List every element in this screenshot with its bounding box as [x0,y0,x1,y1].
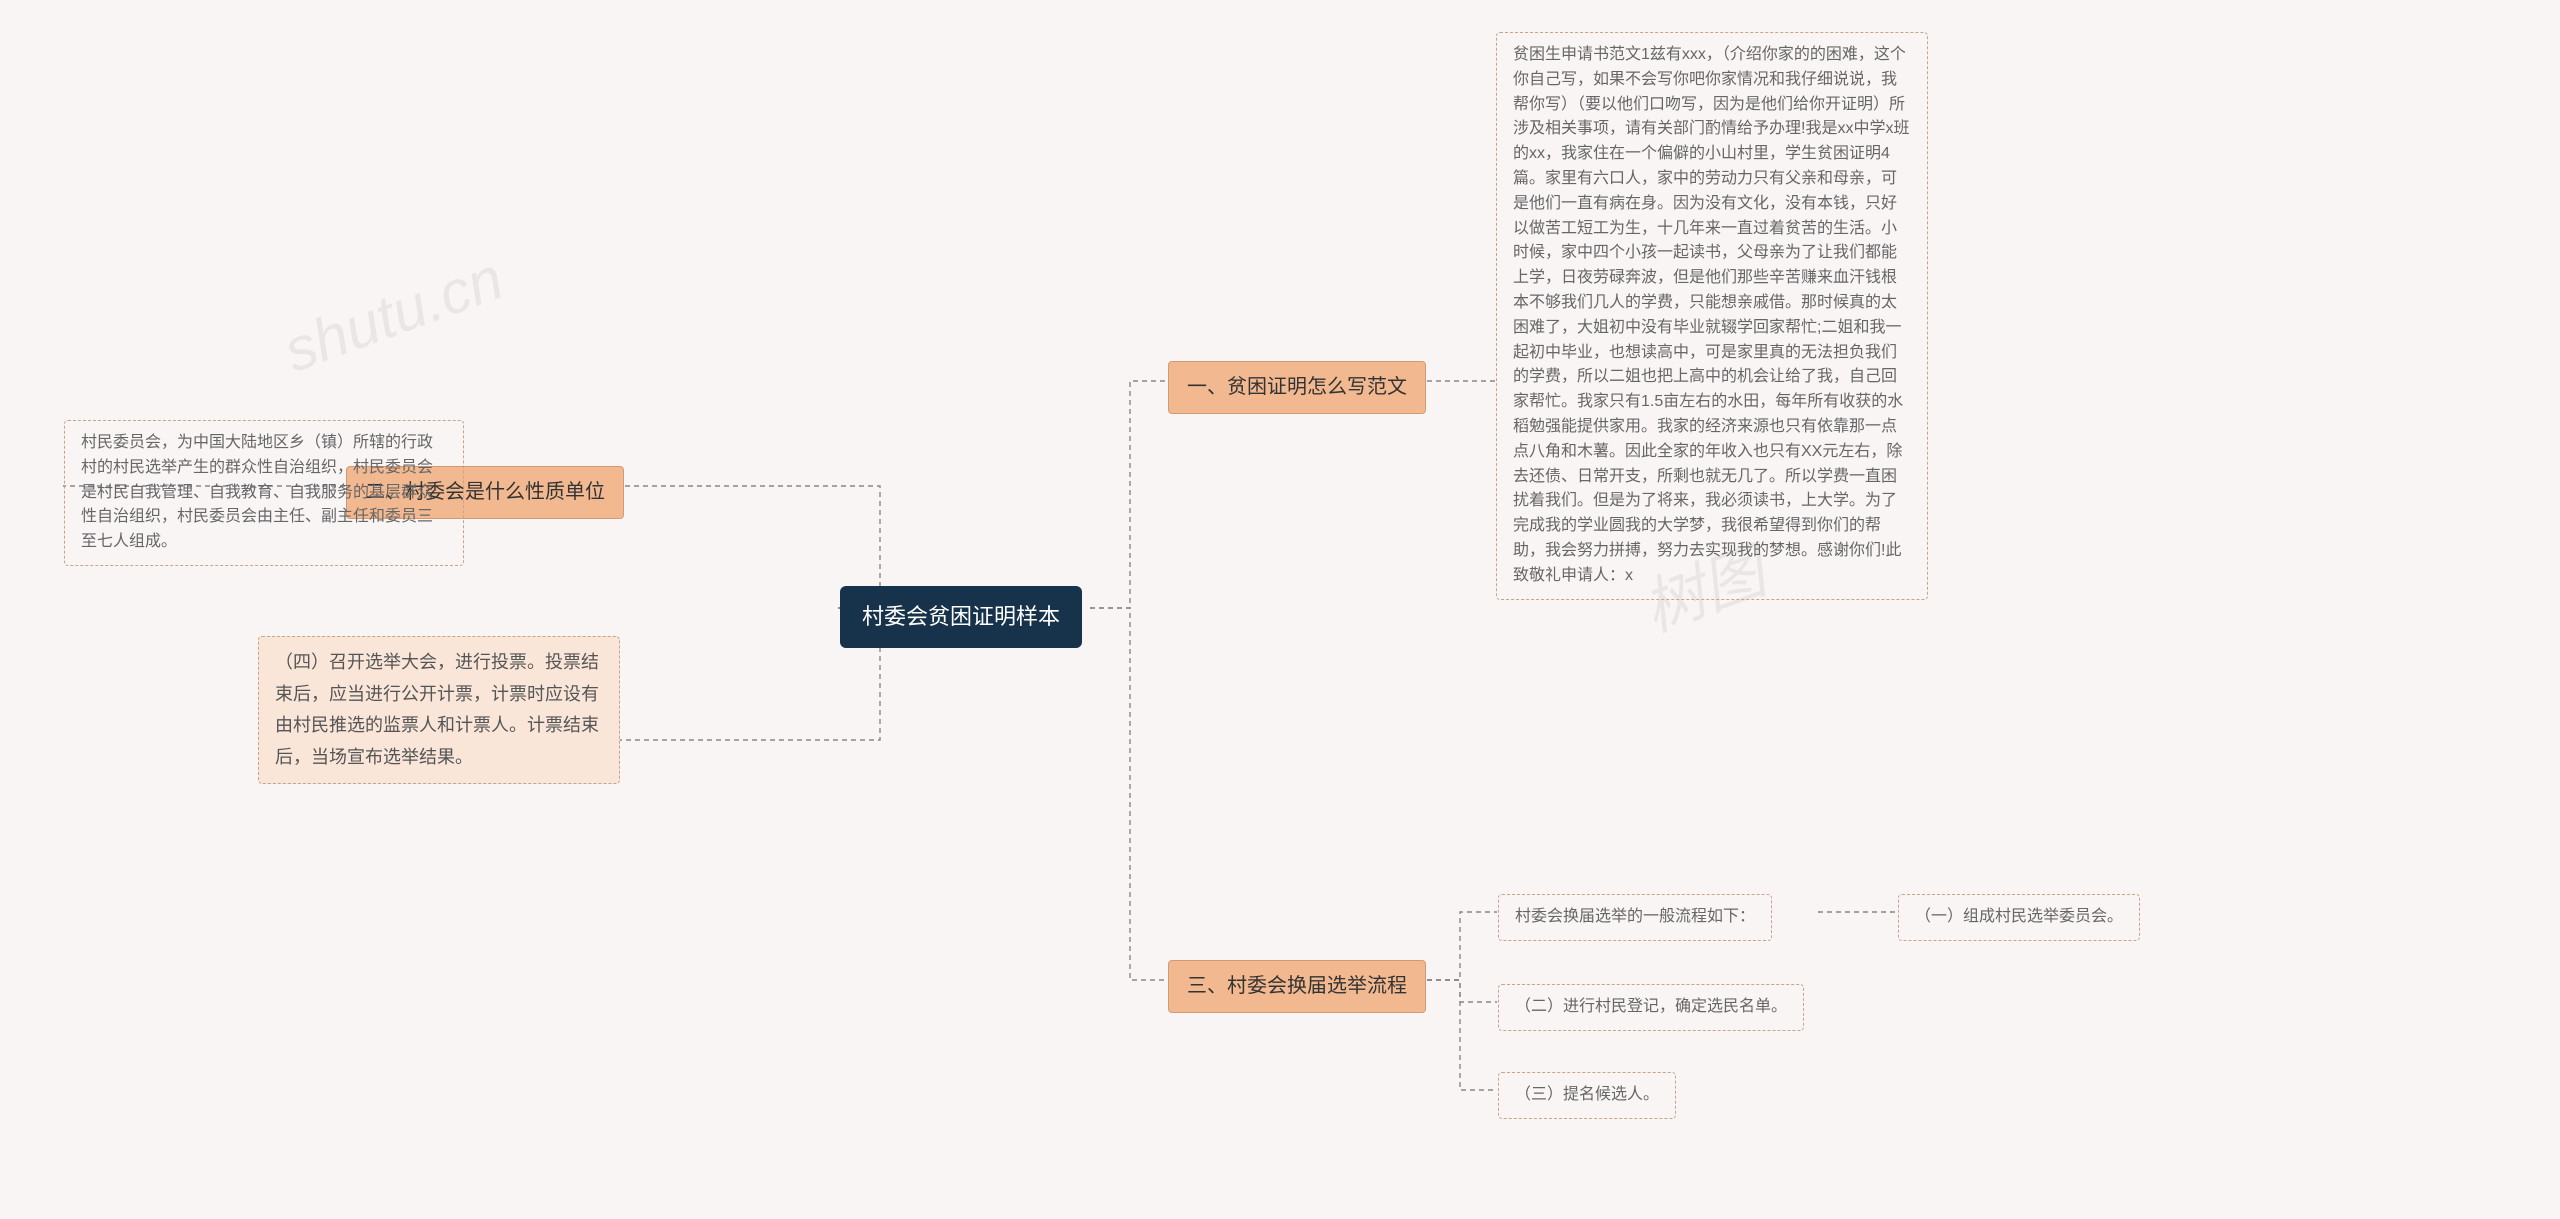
leaf-4-text: （四）召开选举大会，进行投票。投票结束后，应当进行公开计票，计票时应设有由村民推… [275,652,599,767]
leaf-2-text: 村民委员会，为中国大陆地区乡（镇）所辖的行政村的村民选举产生的群众性自治组织，村… [81,434,433,550]
leaf-1: 贫困生申请书范文1兹有xxx，（介绍你家的的困难，这个你自己写，如果不会写你吧你… [1496,32,1928,600]
branch-1-label: 一、贫困证明怎么写范文 [1187,376,1407,398]
leaf-4: （四）召开选举大会，进行投票。投票结束后，应当进行公开计票，计票时应设有由村民推… [258,636,620,784]
leaf-3-1b-text: （一）组成村民选举委员会。 [1915,908,2123,925]
leaf-3-1: 村委会换届选举的一般流程如下： [1498,894,1772,941]
leaf-3-3-text: （三）提名候选人。 [1515,1086,1659,1103]
root-node: 村委会贫困证明样本 [840,586,1082,648]
root-label: 村委会贫困证明样本 [862,604,1060,629]
watermark-shutu: shutu.cn [275,243,512,385]
branch-1: 一、贫困证明怎么写范文 [1168,361,1426,414]
leaf-3-1-text: 村委会换届选举的一般流程如下： [1515,908,1755,925]
connector-lines [0,0,2560,1219]
leaf-2: 村民委员会，为中国大陆地区乡（镇）所辖的行政村的村民选举产生的群众性自治组织，村… [64,420,464,566]
branch-3-label: 三、村委会换届选举流程 [1187,975,1407,997]
leaf-3-2: （二）进行村民登记，确定选民名单。 [1498,984,1804,1031]
leaf-3-3: （三）提名候选人。 [1498,1072,1676,1119]
leaf-3-2-text: （二）进行村民登记，确定选民名单。 [1515,998,1787,1015]
leaf-3-1b: （一）组成村民选举委员会。 [1898,894,2140,941]
branch-3: 三、村委会换届选举流程 [1168,960,1426,1013]
leaf-1-text: 贫困生申请书范文1兹有xxx，（介绍你家的的困难，这个你自己写，如果不会写你吧你… [1513,46,1909,584]
